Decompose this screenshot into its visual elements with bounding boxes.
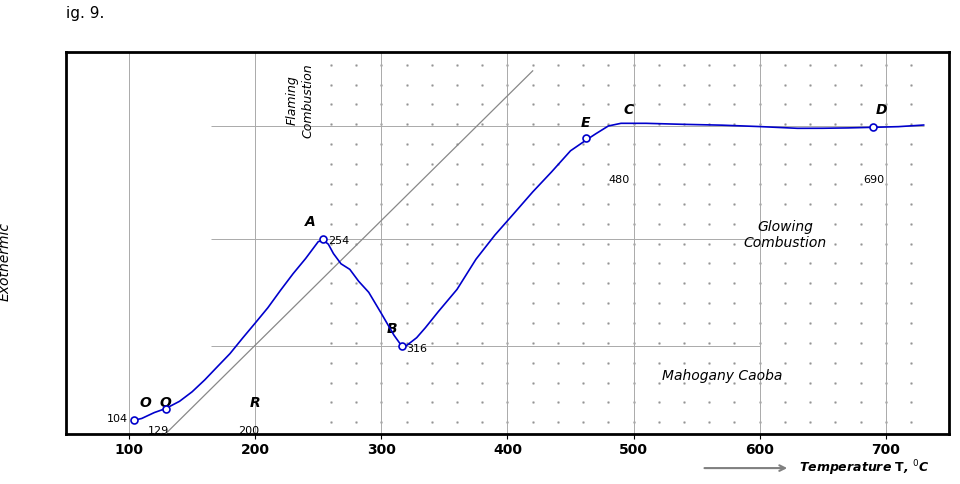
Text: Glowing
Combustion: Glowing Combustion (743, 220, 827, 250)
Text: E: E (581, 116, 590, 130)
Text: O: O (139, 396, 151, 410)
Text: 200: 200 (238, 426, 259, 436)
Text: A: A (305, 215, 316, 229)
Text: D: D (876, 104, 887, 118)
Text: 254: 254 (328, 236, 349, 246)
Text: B: B (387, 322, 397, 336)
Text: Q: Q (159, 396, 172, 410)
Text: Temperature $\mathbf{T}$, $^0$C: Temperature $\mathbf{T}$, $^0$C (799, 458, 929, 478)
Text: 129: 129 (148, 426, 169, 436)
Text: Exothermic: Exothermic (0, 222, 12, 302)
Text: 104: 104 (107, 414, 128, 424)
Text: ig. 9.: ig. 9. (66, 6, 105, 21)
Text: 690: 690 (863, 175, 884, 185)
Text: Flaming
Combustion: Flaming Combustion (286, 63, 314, 138)
Text: Mahogany Caoba: Mahogany Caoba (661, 369, 782, 383)
Text: 316: 316 (407, 344, 427, 354)
Text: 480: 480 (609, 175, 630, 185)
Text: R: R (250, 396, 260, 410)
Text: C: C (623, 104, 634, 118)
